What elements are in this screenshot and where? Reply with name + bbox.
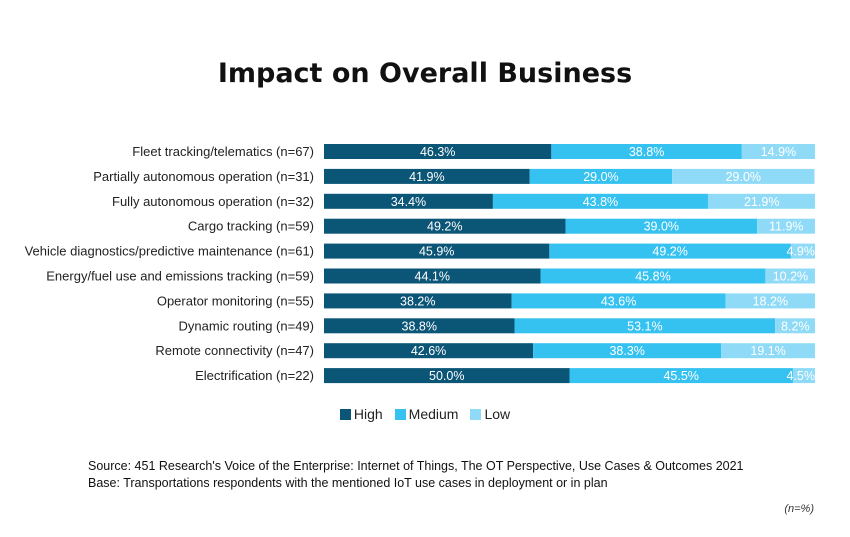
value-label: 4.5%: [787, 369, 816, 383]
bar-segment-medium: [492, 193, 708, 209]
bar-segment-low: [672, 168, 815, 184]
bar-segment-high: [324, 243, 550, 259]
stacked-bar-chart: Fleet tracking/telematics (n=67) 46.3% 38.…: [25, 144, 816, 384]
legend: High Medium Low: [0, 406, 850, 422]
category-label: Operator monitoring (n=55): [157, 293, 314, 308]
bar-segment-medium: [569, 368, 793, 384]
value-label: 29.0%: [726, 170, 761, 184]
value-label: 41.9%: [409, 170, 444, 184]
bar-segment-high: [324, 343, 534, 359]
bar-segment-high: [324, 193, 493, 209]
category-label: Energy/fuel use and emissions tracking (…: [46, 269, 314, 284]
value-label: 8.2%: [781, 319, 810, 333]
legend-swatch: [394, 409, 406, 420]
bar-segment-low: [707, 193, 815, 209]
bar-segment-high: [324, 268, 541, 284]
value-label: 39.0%: [644, 220, 679, 234]
category-label: Partially autonomous operation (n=31): [93, 169, 314, 184]
bar-segment-high: [324, 293, 512, 309]
base-text: Base: Transportations respondents with t…: [88, 476, 608, 490]
bar-segment-low: [765, 268, 815, 284]
value-label: 43.6%: [601, 294, 636, 308]
bar-segment-low: [792, 368, 815, 384]
bar-segment-low: [741, 144, 815, 159]
bar-segment-medium: [529, 168, 673, 184]
value-label: 29.0%: [583, 170, 618, 184]
bar-segment-medium: [511, 293, 726, 309]
value-label: 38.8%: [402, 319, 437, 333]
legend-item-medium: Medium: [394, 406, 459, 422]
value-label: 10.2%: [773, 270, 808, 284]
value-label: 14.9%: [761, 145, 796, 159]
value-label: 53.1%: [627, 319, 662, 333]
bar-segment-low: [775, 318, 815, 334]
category-label: Electrification (n=22): [195, 368, 314, 383]
legend-swatch: [339, 409, 351, 420]
value-label: 45.5%: [663, 369, 698, 383]
source-text: Source: 451 Research's Voice of the Ente…: [88, 459, 744, 473]
chart-title: Impact on Overall Business: [217, 58, 633, 89]
category-label: Dynamic routing (n=49): [179, 318, 314, 333]
bar-segment-medium: [514, 318, 776, 334]
category-label: Cargo tracking (n=59): [188, 219, 314, 234]
bar-segment-high: [324, 168, 530, 184]
bar-segment-low: [725, 293, 815, 309]
value-label: 4.9%: [787, 245, 816, 259]
legend-swatch: [470, 409, 482, 420]
value-label: 38.8%: [629, 145, 664, 159]
value-label: 21.9%: [744, 195, 779, 209]
legend-item-high: High: [339, 406, 383, 422]
value-label: 38.3%: [609, 344, 644, 358]
bar-segment-low: [721, 343, 815, 359]
value-label: 11.9%: [769, 220, 804, 234]
bar-segment-low: [757, 218, 815, 234]
value-label: 34.4%: [391, 195, 426, 209]
bar-segment-high: [324, 318, 515, 334]
value-label: 42.6%: [411, 344, 446, 358]
bar-segment-medium: [549, 243, 791, 259]
source-notes: Source: 451 Research's Voice of the Ente…: [88, 458, 744, 492]
value-label: 43.8%: [583, 195, 618, 209]
value-label: 50.0%: [429, 369, 464, 383]
value-label: 45.9%: [419, 245, 454, 259]
bar-segment-medium: [533, 343, 722, 359]
bar-segment-high: [324, 218, 566, 234]
bar-segment-low: [790, 243, 815, 259]
legend-label: Low: [484, 406, 511, 422]
value-label: 46.3%: [420, 145, 455, 159]
value-label: 49.2%: [652, 245, 687, 259]
category-label: Vehicle diagnostics/predictive maintenan…: [25, 244, 314, 259]
value-label: 49.2%: [427, 220, 462, 234]
bar-segment-medium: [565, 218, 758, 234]
bar-segment-high: [324, 368, 570, 384]
bar-segment-high: [324, 144, 552, 159]
category-label: Fully autonomous operation (n=32): [112, 194, 314, 209]
legend-label: Medium: [408, 406, 459, 422]
legend-item-low: Low: [470, 406, 510, 422]
value-label: 18.2%: [753, 294, 788, 308]
value-label: 45.8%: [635, 270, 670, 284]
category-label: Remote connectivity (n=47): [155, 343, 314, 358]
units-note: (n=%): [784, 503, 814, 515]
bar-segment-medium: [551, 144, 742, 159]
value-label: 38.2%: [400, 294, 435, 308]
value-label: 44.1%: [415, 270, 450, 284]
category-label: Fleet tracking/telematics (n=67): [132, 144, 314, 159]
value-label: 19.1%: [750, 344, 785, 358]
bar-segment-medium: [540, 268, 766, 284]
legend-label: High: [353, 406, 383, 422]
